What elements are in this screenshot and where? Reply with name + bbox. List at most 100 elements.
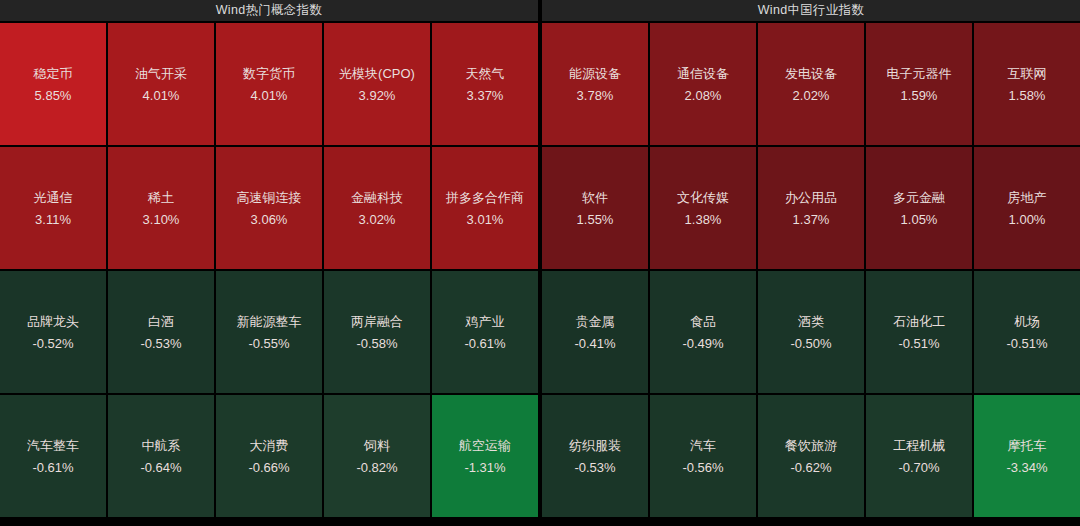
heatmap-cell[interactable]: 中航系-0.64% <box>108 395 214 517</box>
cell-value: 3.37% <box>467 88 504 103</box>
cell-value: -0.41% <box>574 336 615 351</box>
heatmap-cell[interactable]: 两岸融合 -0.58% <box>324 271 430 393</box>
heatmap-cell[interactable]: 天然气 3.37% <box>432 23 538 145</box>
panel-hot-concept-index: Wind热门概念指数 稳定币5.85%油气开采4.01%数字货币4.01%光模块… <box>0 0 538 517</box>
cell-label: 高速铜连接 <box>237 189 302 207</box>
heatmap-cell[interactable]: 航空运输-1.31% <box>432 395 538 517</box>
cell-label: 互联网 <box>1008 65 1047 83</box>
cell-value: -0.61% <box>464 336 505 351</box>
cell-label: 天然气 <box>466 65 505 83</box>
heatmap-cell[interactable]: 贵金属-0.41% <box>542 271 648 393</box>
heatmap-cell[interactable]: 大消费 -0.66% <box>216 395 322 517</box>
heatmap-cell[interactable]: 电子元器件 1.59% <box>866 23 972 145</box>
heatmap-cell[interactable]: 机场 -0.51% <box>974 271 1080 393</box>
cell-label: 中航系 <box>142 437 181 455</box>
cell-value: 3.78% <box>577 88 614 103</box>
cell-value: -0.51% <box>1006 336 1047 351</box>
cell-label: 白酒 <box>148 313 174 331</box>
cell-label: 稀土 <box>148 189 174 207</box>
heatmap-cell[interactable]: 鸡产业 -0.61% <box>432 271 538 393</box>
cell-label: 石油化工 <box>893 313 945 331</box>
cell-value: 3.11% <box>35 212 71 227</box>
cell-label: 两岸融合 <box>351 313 403 331</box>
cell-label: 汽车整车 <box>27 437 79 455</box>
cell-value: 1.55% <box>577 212 614 227</box>
heatmap-cell[interactable]: 工程机械-0.70% <box>866 395 972 517</box>
heatmap-cell[interactable]: 多元金融 1.05% <box>866 147 972 269</box>
cell-value: -0.66% <box>248 460 289 475</box>
heatmap-cell[interactable]: 石油化工-0.51% <box>866 271 972 393</box>
heatmap-cell[interactable]: 软件 1.55% <box>542 147 648 269</box>
cell-label: 大消费 <box>250 437 289 455</box>
cell-value: 1.59% <box>901 88 938 103</box>
cell-value: -0.70% <box>898 460 939 475</box>
heatmap-cell[interactable]: 光模块(CPO)3.92% <box>324 23 430 145</box>
cell-value: 2.02% <box>793 88 830 103</box>
cell-label: 数字货币 <box>243 65 295 83</box>
cell-value: -0.58% <box>356 336 397 351</box>
heatmap-cell[interactable]: 纺织服装-0.53% <box>542 395 648 517</box>
heatmap-cell[interactable]: 新能源整车-0.55% <box>216 271 322 393</box>
heatmap-cell[interactable]: 酒类 -0.50% <box>758 271 864 393</box>
heatmap-cell[interactable]: 稀土3.10% <box>108 147 214 269</box>
cell-value: -0.61% <box>32 460 73 475</box>
heatmap-cell[interactable]: 通信设备2.08% <box>650 23 756 145</box>
cell-value: 3.02% <box>359 212 396 227</box>
cell-label: 纺织服装 <box>569 437 621 455</box>
heatmap-cell[interactable]: 金融科技 3.02% <box>324 147 430 269</box>
heatmap-cell[interactable]: 光通信 3.11% <box>0 147 106 269</box>
heatmap-cell[interactable]: 饲料-0.82% <box>324 395 430 517</box>
heatmap-cell[interactable]: 品牌龙头 -0.52% <box>0 271 106 393</box>
cell-value: 5.85% <box>35 88 72 103</box>
heatmap-cell[interactable]: 高速铜连接3.06% <box>216 147 322 269</box>
heatmap-cell[interactable]: 房地产1.00% <box>974 147 1080 269</box>
cell-label: 金融科技 <box>351 189 403 207</box>
heatmap-cell[interactable]: 汽车-0.56% <box>650 395 756 517</box>
index-heatmap-board: Wind热门概念指数 稳定币5.85%油气开采4.01%数字货币4.01%光模块… <box>0 0 1080 526</box>
cell-label: 鸡产业 <box>466 313 505 331</box>
cell-value: 1.05% <box>901 212 938 227</box>
cell-value: 4.01% <box>143 88 180 103</box>
cell-label: 汽车 <box>690 437 716 455</box>
cell-label: 软件 <box>582 189 608 207</box>
cell-label: 房地产 <box>1008 189 1047 207</box>
cell-label: 光通信 <box>34 189 73 207</box>
heatmap-grid-concept: 稳定币5.85%油气开采4.01%数字货币4.01%光模块(CPO)3.92%天… <box>0 23 538 517</box>
cell-label: 品牌龙头 <box>27 313 79 331</box>
cell-value: 2.08% <box>685 88 722 103</box>
heatmap-cell[interactable]: 能源设备 3.78% <box>542 23 648 145</box>
cell-label: 摩托车 <box>1008 437 1047 455</box>
cell-value: -0.52% <box>32 336 73 351</box>
panel-title-hot-concept: Wind热门概念指数 <box>0 0 538 23</box>
cell-value: -0.53% <box>140 336 181 351</box>
cell-value: -0.50% <box>790 336 831 351</box>
heatmap-cell[interactable]: 拼多多合作商3.01% <box>432 147 538 269</box>
cell-value: -0.82% <box>356 460 397 475</box>
cell-value: 3.01% <box>467 212 504 227</box>
cell-label: 能源设备 <box>569 65 621 83</box>
cell-label: 酒类 <box>798 313 824 331</box>
cell-label: 发电设备 <box>785 65 837 83</box>
heatmap-cell[interactable]: 食品-0.49% <box>650 271 756 393</box>
cell-label: 稳定币 <box>34 65 73 83</box>
heatmap-cell[interactable]: 数字货币4.01% <box>216 23 322 145</box>
heatmap-cell[interactable]: 文化传媒1.38% <box>650 147 756 269</box>
heatmap-cell[interactable]: 发电设备 2.02% <box>758 23 864 145</box>
cell-label: 电子元器件 <box>887 65 952 83</box>
heatmap-cell[interactable]: 办公用品1.37% <box>758 147 864 269</box>
cell-label: 光模块(CPO) <box>339 65 415 83</box>
heatmap-cell[interactable]: 互联网1.58% <box>974 23 1080 145</box>
heatmap-cell[interactable]: 餐饮旅游-0.62% <box>758 395 864 517</box>
heatmap-cell[interactable]: 白酒 -0.53% <box>108 271 214 393</box>
cell-value: -0.49% <box>682 336 723 351</box>
heatmap-cell[interactable]: 稳定币 5.85% <box>0 23 106 145</box>
cell-value: -0.62% <box>790 460 831 475</box>
cell-label: 文化传媒 <box>677 189 729 207</box>
cell-label: 机场 <box>1014 313 1040 331</box>
cell-value: -1.31% <box>464 460 505 475</box>
heatmap-cell[interactable]: 油气开采4.01% <box>108 23 214 145</box>
heatmap-cell[interactable]: 汽车整车 -0.61% <box>0 395 106 517</box>
cell-label: 多元金融 <box>893 189 945 207</box>
heatmap-cell[interactable]: 摩托车 -3.34% <box>974 395 1080 517</box>
cell-value: -3.34% <box>1006 460 1047 475</box>
